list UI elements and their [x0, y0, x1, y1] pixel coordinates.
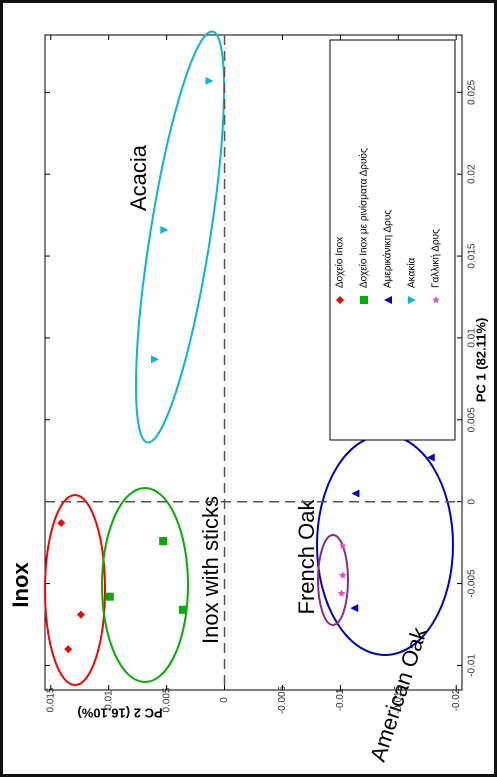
y-tick-label: -0.005	[277, 685, 288, 714]
legend-label: Αμερικάνικη Δρυς	[382, 210, 394, 288]
legend-label: Ακακία	[406, 257, 418, 288]
y-tick-label: 0.01	[103, 690, 114, 710]
legend-marker	[432, 296, 440, 304]
x-axis-label: PC 1 (82.11%)	[473, 318, 488, 403]
x-tick-label: 0.025	[467, 79, 478, 104]
marker	[178, 605, 187, 614]
marker	[64, 645, 73, 654]
y-tick-label: -0.015	[393, 685, 404, 714]
legend-marker	[408, 296, 416, 304]
legend-label: Γαλλική Δρυς	[430, 229, 442, 288]
marker	[151, 355, 160, 364]
y-tick-label: -0.01	[335, 688, 346, 711]
legend-marker	[384, 296, 392, 304]
x-tick-label: 0.015	[467, 243, 478, 268]
marker	[337, 589, 346, 597]
annotation: French Oak	[294, 499, 319, 615]
legend-marker	[360, 296, 368, 304]
ellipse	[44, 494, 106, 686]
x-tick-label: 0	[467, 498, 478, 504]
legend-label: Δοχείο Inox με ρινίσματα Δρυός	[358, 148, 370, 288]
marker	[160, 225, 169, 234]
legend-label: Δοχείο Inox	[334, 237, 346, 288]
marker	[205, 76, 214, 85]
ellipse	[134, 30, 226, 444]
ellipses	[44, 30, 454, 686]
annotation: Inox with sticks	[198, 496, 223, 644]
x-tick-label: -0.01	[467, 654, 478, 677]
marker	[426, 453, 435, 462]
legend	[329, 39, 456, 441]
annotation: Acacia	[126, 144, 151, 211]
marker	[350, 604, 359, 613]
y-tick-label: 0.005	[161, 687, 172, 712]
marker	[338, 571, 347, 579]
marker	[351, 489, 360, 498]
y-tick-label: 0.015	[45, 687, 56, 712]
marker	[159, 536, 168, 545]
x-tick-label: 0.02	[467, 164, 478, 184]
x-tick-label: 0.005	[467, 407, 478, 432]
y-axis-label: PC 2 (16.10%)	[77, 706, 162, 721]
annotation: Inox	[8, 562, 33, 608]
legend-marker	[336, 296, 344, 304]
ellipse	[317, 534, 349, 626]
marker	[105, 592, 114, 601]
y-tick-label: 0	[219, 697, 230, 703]
marker	[76, 610, 85, 619]
ellipse	[101, 487, 189, 683]
x-tick-label: 0.01	[467, 328, 478, 348]
marker	[338, 541, 347, 550]
y-tick-label: -0.02	[451, 688, 462, 711]
x-tick-label: -0.005	[467, 569, 478, 598]
marker	[57, 518, 66, 527]
